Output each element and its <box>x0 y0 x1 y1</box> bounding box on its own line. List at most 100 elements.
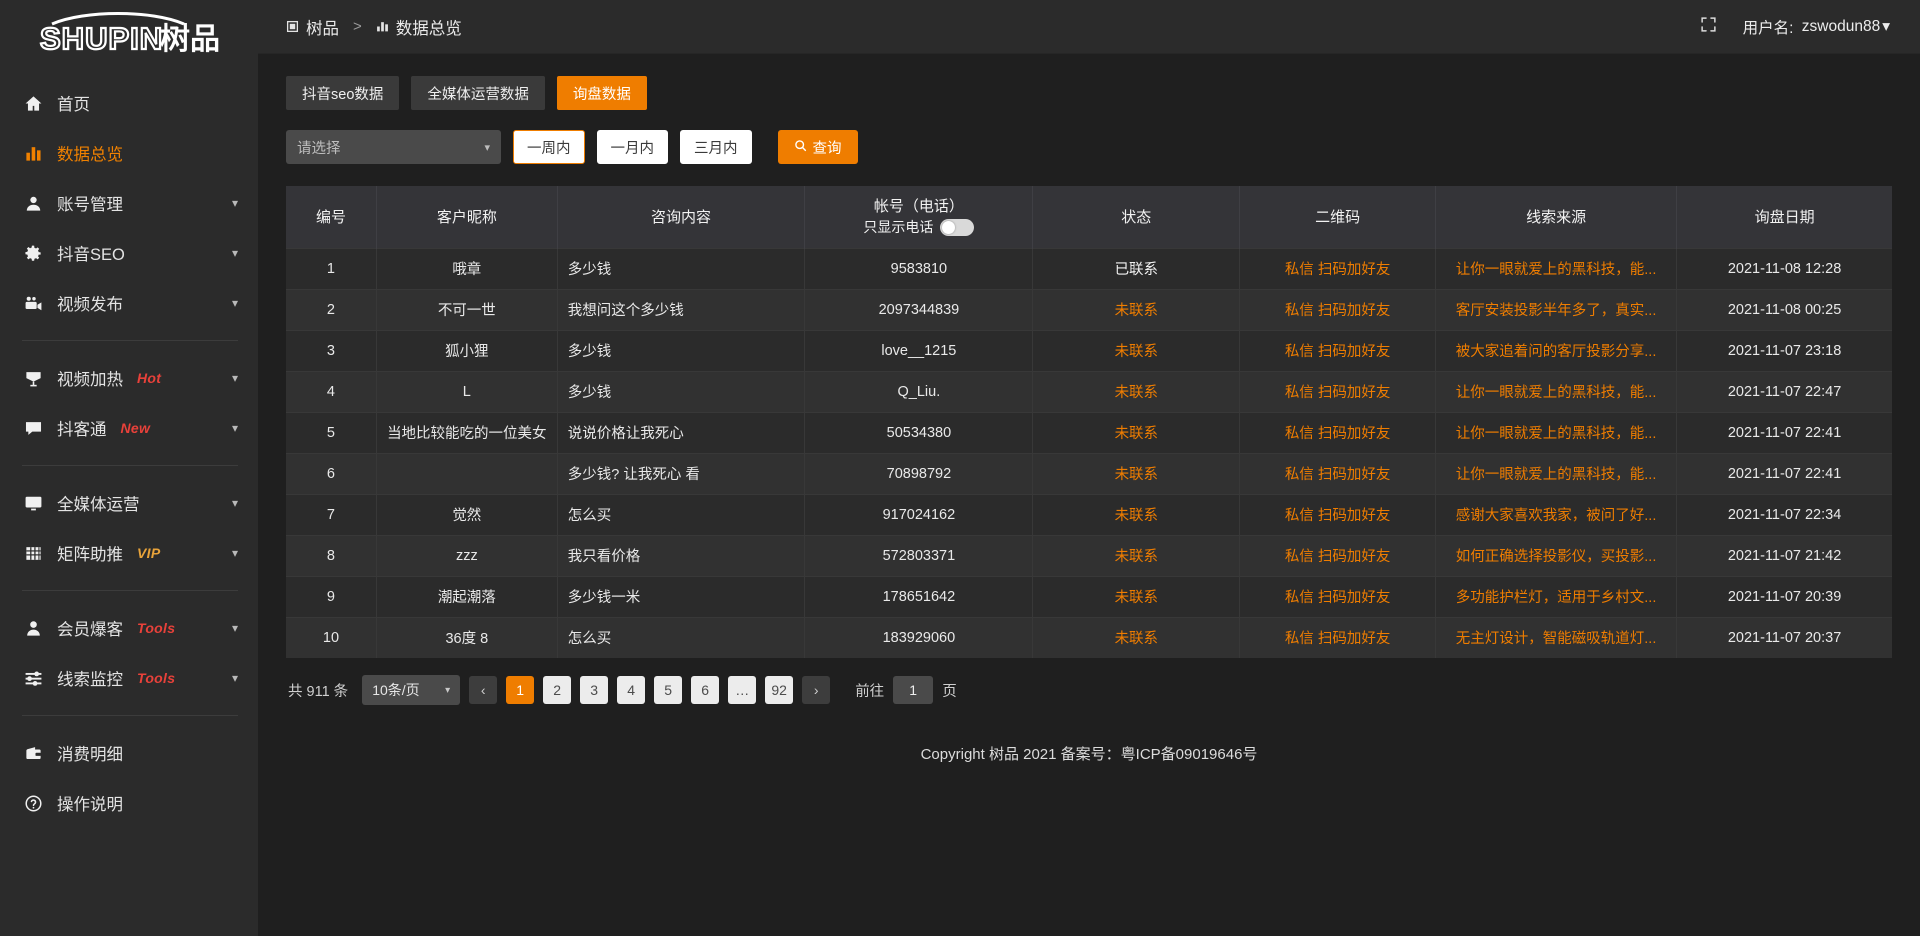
cell-source[interactable]: 被大家追着问的客厅投影分享... <box>1435 329 1678 371</box>
phone-toggle-label: 只显示电话 <box>863 219 934 236</box>
cell-qrcode[interactable]: 私信 扫码加好友 <box>1239 411 1437 453</box>
source-link[interactable]: 无主灯设计，智能磁吸轨道灯... <box>1455 631 1657 648</box>
cell-qrcode[interactable]: 私信 扫码加好友 <box>1239 575 1437 617</box>
tab-omni-media-data[interactable]: 全媒体运营数据 <box>411 76 545 110</box>
sidebar-item-label: 会员爆客 <box>57 621 123 639</box>
source-link[interactable]: 客厅安装投影半年多了，真实... <box>1455 303 1657 319</box>
cell-source[interactable]: 多功能护栏灯，适用于乡村文... <box>1435 575 1678 617</box>
table-body: 1 哦章 多少钱 9583810 已联系 私信 扫码加好友 让你一眼就爱上的黑科… <box>286 247 1892 658</box>
tab-douyin-seo-data[interactable]: 抖音seo数据 <box>286 76 400 110</box>
table-row[interactable]: 3 狐小狸 多少钱 love__1215 未联系 私信 扫码加好友 被大家追着问… <box>286 329 1892 371</box>
phone-only-toggle[interactable] <box>940 219 975 237</box>
chevron-down-icon: ▾ <box>231 246 238 260</box>
tab-inquiry-data[interactable]: 询盘数据 <box>556 76 647 110</box>
brand-logo[interactable]: SHUPIN 树品 <box>0 0 258 62</box>
table-row[interactable]: 8 zzz 我只看价格 572803371 未联系 私信 扫码加好友 如何正确选… <box>286 534 1892 576</box>
page-ellipsis[interactable]: … <box>728 676 757 704</box>
sidebar-item-data-overview[interactable]: 数据总览 <box>0 128 258 178</box>
table-row[interactable]: 1 哦章 多少钱 9583810 已联系 私信 扫码加好友 让你一眼就爱上的黑科… <box>286 247 1892 289</box>
account-select[interactable]: 请选择 ▾ <box>286 130 501 164</box>
sidebar-item-omni-media[interactable]: 全媒体运营 ▾ <box>0 478 258 528</box>
cell-status: 未联系 <box>1032 411 1241 453</box>
page-button-3[interactable]: 3 <box>580 676 609 704</box>
sidebar-item-matrix-boost[interactable]: 矩阵助推 VIP ▾ <box>0 528 258 578</box>
cell-source[interactable]: 让你一眼就爱上的黑科技，能... <box>1435 247 1678 289</box>
cell-qrcode[interactable]: 私信 扫码加好友 <box>1239 616 1437 658</box>
sidebar-divider <box>22 465 238 466</box>
cell-source[interactable]: 无主灯设计，智能磁吸轨道灯... <box>1435 616 1678 658</box>
page-button-4[interactable]: 4 <box>617 676 646 704</box>
cell-status: 已联系 <box>1032 247 1241 289</box>
fullscreen-icon[interactable] <box>1700 16 1717 38</box>
sidebar-item-video-boost[interactable]: 视频加热 Hot ▾ <box>0 353 258 403</box>
table-row[interactable]: 10 36度 8 怎么买 183929060 未联系 私信 扫码加好友 无主灯设… <box>286 616 1892 658</box>
sidebar-item-label: 操作说明 <box>57 796 123 814</box>
source-link[interactable]: 如何正确选择投影仪，买投影... <box>1455 549 1657 565</box>
page-button-6[interactable]: 6 <box>691 676 720 704</box>
source-link[interactable]: 感谢大家喜欢我家，被问了好... <box>1455 508 1657 524</box>
page-size-select[interactable]: 10条/页 ▾ <box>362 675 461 705</box>
search-button[interactable]: 查询 <box>777 130 858 164</box>
cell-source[interactable]: 让你一眼就爱上的黑科技，能... <box>1435 411 1678 453</box>
chevron-down-icon: ▾ <box>231 196 238 210</box>
page-button-last[interactable]: 92 <box>765 676 794 704</box>
cell-date: 2021-11-07 22:41 <box>1676 452 1892 494</box>
range-one-month[interactable]: 一月内 <box>596 130 668 164</box>
sidebar-item-billing-details[interactable]: 消费明细 <box>0 728 258 778</box>
source-link[interactable]: 被大家追着问的客厅投影分享... <box>1455 344 1657 360</box>
table-row[interactable]: 5 当地比较能吃的一位美女 说说价格让我死心 50534380 未联系 私信 扫… <box>286 411 1892 453</box>
cell-content: 多少钱 <box>557 247 806 289</box>
cell-source[interactable]: 客厅安装投影半年多了，真实... <box>1435 288 1678 330</box>
cell-status: 未联系 <box>1032 329 1241 371</box>
user-icon <box>22 192 44 214</box>
table-row[interactable]: 7 觉然 怎么买 917024162 未联系 私信 扫码加好友 感谢大家喜欢我家… <box>286 493 1892 535</box>
next-page-button[interactable]: › <box>802 676 831 704</box>
cell-account: 572803371 <box>804 534 1034 576</box>
table-row[interactable]: 9 潮起潮落 多少钱一米 178651642 未联系 私信 扫码加好友 多功能护… <box>286 575 1892 617</box>
cell-source[interactable]: 让你一眼就爱上的黑科技，能... <box>1435 452 1678 494</box>
table-row[interactable]: 4 L 多少钱 Q_Liu. 未联系 私信 扫码加好友 让你一眼就爱上的黑科技，… <box>286 370 1892 412</box>
sidebar-item-home[interactable]: 首页 <box>0 78 258 128</box>
sidebar-badge-new: New <box>120 420 151 436</box>
sidebar-item-douyin-seo[interactable]: 抖音SEO ▾ <box>0 228 258 278</box>
table-row[interactable]: 6 多少钱? 让我死心 看 70898792 未联系 私信 扫码加好友 让你一眼… <box>286 452 1892 494</box>
table-row[interactable]: 2 不可一世 我想问这个多少钱 2097344839 未联系 私信 扫码加好友 … <box>286 288 1892 330</box>
sidebar-item-member-boost[interactable]: 会员爆客 Tools ▾ <box>0 603 258 653</box>
sidebar-item-lead-monitor[interactable]: 线索监控 Tools ▾ <box>0 653 258 703</box>
user-menu[interactable]: 用户名: zswodun88 ▾ <box>1743 16 1890 38</box>
cell-date: 2021-11-07 21:42 <box>1676 534 1892 576</box>
cell-source[interactable]: 感谢大家喜欢我家，被问了好... <box>1435 493 1678 535</box>
source-link[interactable]: 让你一眼就爱上的黑科技，能... <box>1455 262 1657 278</box>
cell-source[interactable]: 如何正确选择投影仪，买投影... <box>1435 534 1678 576</box>
sidebar-item-video-publish[interactable]: 视频发布 ▾ <box>0 278 258 328</box>
cell-qrcode[interactable]: 私信 扫码加好友 <box>1239 370 1437 412</box>
cell-qrcode[interactable]: 私信 扫码加好友 <box>1239 288 1437 330</box>
breadcrumb-item-current[interactable]: 数据总览 <box>376 15 462 39</box>
cell-source[interactable]: 让你一眼就爱上的黑科技，能... <box>1435 370 1678 412</box>
prev-page-button[interactable]: ‹ <box>469 676 498 704</box>
breadcrumb-item-root[interactable]: 树品 <box>286 15 339 39</box>
source-link[interactable]: 让你一眼就爱上的黑科技，能... <box>1455 467 1657 483</box>
goto-page-input[interactable] <box>893 676 934 704</box>
cell-qrcode[interactable]: 私信 扫码加好友 <box>1239 534 1437 576</box>
cell-qrcode[interactable]: 私信 扫码加好友 <box>1239 247 1437 289</box>
page-button-2[interactable]: 2 <box>543 676 572 704</box>
sidebar-item-douketong[interactable]: 抖客通 New ▾ <box>0 403 258 453</box>
page-button-1[interactable]: 1 <box>506 676 535 704</box>
range-one-week[interactable]: 一周内 <box>513 130 585 164</box>
breadcrumb: 树品 > 数据总览 <box>286 15 462 39</box>
sidebar-item-instructions[interactable]: 操作说明 <box>0 778 258 828</box>
sidebar-item-account-management[interactable]: 账号管理 ▾ <box>0 178 258 228</box>
page-size-value: 10条/页 <box>372 682 420 698</box>
sidebar-item-label: 数据总览 <box>57 146 123 164</box>
source-link[interactable]: 让你一眼就爱上的黑科技，能... <box>1455 385 1657 401</box>
page-button-5[interactable]: 5 <box>654 676 683 704</box>
cell-qrcode[interactable]: 私信 扫码加好友 <box>1239 452 1437 494</box>
cell-qrcode[interactable]: 私信 扫码加好友 <box>1239 493 1437 535</box>
cell-qrcode[interactable]: 私信 扫码加好友 <box>1239 329 1437 371</box>
range-three-months[interactable]: 三月内 <box>680 130 752 164</box>
source-link[interactable]: 让你一眼就爱上的黑科技，能... <box>1455 426 1657 442</box>
source-link[interactable]: 多功能护栏灯，适用于乡村文... <box>1455 590 1657 606</box>
chevron-down-icon: ▾ <box>231 421 238 435</box>
